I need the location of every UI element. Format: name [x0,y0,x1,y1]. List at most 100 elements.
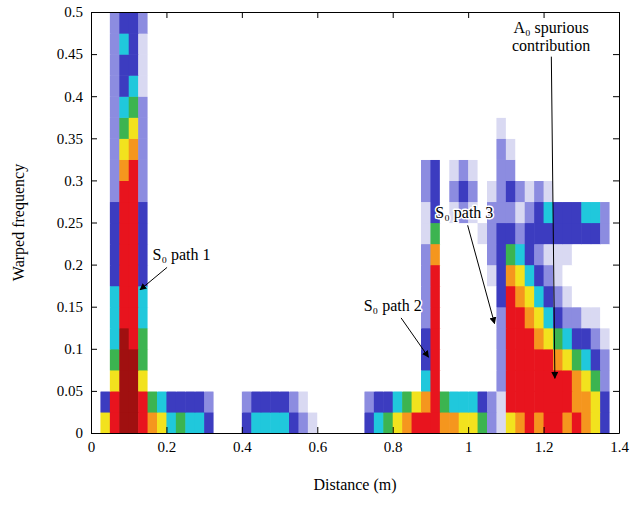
heatmap-cell [553,117,563,139]
heatmap-cell [166,96,176,118]
heatmap-cell [336,96,346,118]
heatmap-cell [581,201,591,223]
heatmap-cell [308,117,318,139]
heatmap-cell [562,349,572,371]
heatmap-cell [336,223,346,245]
heatmap-cell [119,265,129,287]
heatmap-cell [138,223,148,245]
heatmap-cell [185,412,195,433]
heatmap-cell [242,244,252,266]
heatmap-cell [270,180,280,202]
heatmap-cell [185,391,195,413]
heatmap-cell [562,391,572,413]
heatmap-cell [270,412,280,433]
y-axis-right-tick-mark [613,180,619,181]
heatmap-cell [261,370,271,392]
heatmap-cell [374,33,384,55]
heatmap-cell [100,33,110,55]
heatmap-cell [478,412,488,433]
heatmap-cell [402,265,412,287]
heatmap-cell [506,328,516,350]
heatmap-cell [421,307,431,329]
heatmap-cell [185,33,195,55]
heatmap-cell [553,180,563,202]
heatmap-cell [261,138,271,160]
heatmap-cell [138,138,148,160]
heatmap-cell [327,349,337,371]
heatmap-cell [430,370,440,392]
heatmap-cell [374,117,384,139]
y-axis-right-tick-mark [613,138,619,139]
heatmap-cell [280,307,290,329]
heatmap-cell [610,159,619,181]
heatmap-cell [185,180,195,202]
heatmap-cell [129,12,139,34]
heatmap-cell [440,159,450,181]
heatmap-cell [251,96,261,118]
heatmap-cell [280,75,290,97]
heatmap-cell [355,75,365,97]
heatmap-cell [355,96,365,118]
heatmap-cell [204,201,214,223]
heatmap-cell [346,265,356,287]
heatmap-cell [393,138,403,160]
heatmap-cell [544,328,554,350]
heatmap-cell [430,159,440,181]
heatmap-cell [336,349,346,371]
heatmap-cell [242,328,252,350]
heatmap-cell [515,349,525,371]
heatmap-cell [459,180,469,202]
heatmap-cell [440,265,450,287]
heatmap-cell [562,286,572,308]
heatmap-cell [487,223,497,245]
heatmap-cell [100,159,110,181]
heatmap-cell [610,286,619,308]
heatmap-cell [129,138,139,160]
x-axis-top-tick [544,12,545,18]
heatmap-cell [364,349,374,371]
heatmap-cell [91,349,101,371]
heatmap-cell [459,159,469,181]
heatmap-cell [487,33,497,55]
heatmap-cell [364,12,374,34]
heatmap-cell [430,96,440,118]
heatmap-cell [591,265,601,287]
heatmap-cell [327,138,337,160]
heatmap-cell [534,349,544,371]
heatmap-cell [195,138,205,160]
heatmap-cell [487,349,497,371]
heatmap-cell [261,33,271,55]
heatmap-cell [581,307,591,329]
heatmap-cell [572,244,582,266]
heatmap-cell [440,12,450,34]
heatmap-cell [487,75,497,97]
heatmap-cell [119,201,129,223]
heatmap-cell [449,370,459,392]
heatmap-cell [157,391,167,413]
heatmap-cell [449,138,459,160]
heatmap-cell [317,96,327,118]
heatmap-cell [591,349,601,371]
heatmap-cell [289,223,299,245]
heatmap-cell [91,180,101,202]
heatmap-cell [478,180,488,202]
heatmap-cell [374,75,384,97]
heatmap-cell [317,138,327,160]
heatmap-cell [581,328,591,350]
heatmap-cell [185,96,195,118]
heatmap-cell [138,328,148,350]
annotation: A₀ spuriouscontribution [512,19,590,378]
heatmap-cell [562,159,572,181]
heatmap-cell [270,370,280,392]
heatmap-cell [251,223,261,245]
heatmap-cell [496,286,506,308]
heatmap-cell [478,223,488,245]
heatmap-cell [506,307,516,329]
heatmap-cell [91,391,101,413]
heatmap-cell [506,391,516,413]
heatmap-cell [261,244,271,266]
heatmap-cell [421,223,431,245]
x-axis-tick-mark [242,427,243,433]
y-axis-right-tick [613,223,619,224]
heatmap-cell [525,286,535,308]
